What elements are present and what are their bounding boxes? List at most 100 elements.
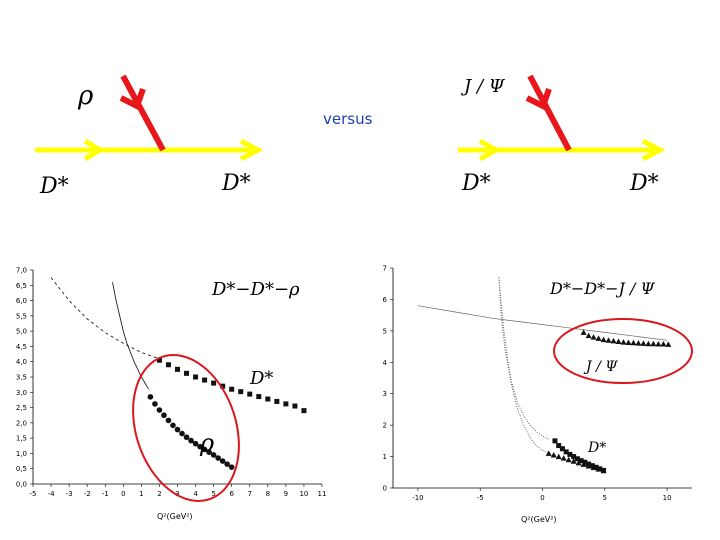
right-chart-data-point — [590, 334, 597, 340]
left-chart-y-tick-label: 5,5 — [16, 312, 27, 320]
right-chart-data-point — [585, 332, 592, 339]
left-chart-data-point — [175, 366, 180, 372]
left-chart-highlight-circle — [132, 354, 240, 502]
right-chart-annotation-dstar: D* — [587, 440, 606, 456]
right-chart-data-point — [615, 338, 622, 345]
left-chart-data-point — [210, 452, 217, 458]
left-chart-y-tick-label: 7,0 — [16, 267, 27, 275]
right-chart-data-point — [556, 443, 562, 449]
right-chart-tick-labels: -10 -5 0 5 10 0 1 2 3 4 5 6 7 — [383, 265, 672, 503]
right-chart-xlabel: Q²(GeV²) — [521, 515, 557, 524]
right-chart-data-point — [550, 452, 557, 458]
left-chart-fit-line — [112, 282, 149, 390]
right-chart-data-point — [559, 446, 565, 452]
left-chart-y-tick-label: 0,5 — [16, 465, 27, 473]
right-diagram: J / Ψ D* D* — [458, 74, 666, 196]
left-chart-x-tick-label: 3 — [175, 490, 179, 498]
left-chart-x-tick-label: -1 — [102, 490, 109, 498]
left-chart-series — [50, 277, 307, 470]
left-chart-data-point — [301, 408, 307, 414]
right-chart-y-tick-label: 2 — [383, 422, 387, 430]
right-chart-data-point — [593, 464, 599, 470]
left-chart-data-point — [152, 401, 158, 407]
left-chart-data-point — [256, 394, 262, 400]
left-chart-x-tick-label: 10 — [299, 490, 308, 498]
left-outgoing-arrowhead — [239, 138, 264, 162]
right-chart: -10 -5 0 5 10 0 1 2 3 4 5 6 7 D*−D*−J / Ψ J / Ψ D* Q… — [383, 265, 693, 524]
left-chart-x-tick-label: 4 — [193, 490, 198, 498]
left-chart-y-tick-label: 3,5 — [16, 374, 27, 382]
left-chart-data-point — [161, 412, 167, 419]
right-chart-data-point — [605, 337, 612, 343]
right-chart-data-point — [567, 451, 573, 457]
left-chart-y-tick-label: 1,5 — [16, 435, 27, 443]
left-in-label: D* — [39, 174, 69, 199]
right-exchange-line — [527, 74, 572, 152]
left-chart-data-point — [201, 446, 208, 453]
right-chart-data-point — [580, 329, 587, 335]
left-chart-data-point — [183, 434, 190, 441]
right-chart-y-tick-label: 7 — [383, 265, 387, 273]
left-chart-data-point — [184, 370, 190, 376]
right-chart-data-point — [665, 341, 672, 347]
left-chart-data-point — [147, 394, 154, 400]
right-chart-x-tick-label: 0 — [540, 494, 544, 502]
left-chart-data-point — [202, 377, 208, 383]
left-chart-annotation-dstar: D* — [249, 368, 273, 389]
left-chart-xlabel: Q²(GeV²) — [157, 512, 193, 521]
left-exchange-label: ρ — [77, 81, 94, 111]
left-chart-fit-line — [50, 277, 160, 360]
right-chart-data-point — [585, 463, 592, 469]
left-chart-y-tick-label: 2,5 — [16, 404, 27, 412]
left-chart-y-tick-label: 4,5 — [16, 343, 27, 351]
left-chart-data-point — [211, 380, 217, 386]
right-chart-data-point — [625, 339, 632, 345]
left-chart-x-tick-label: 7 — [248, 490, 252, 498]
left-chart-data-point — [215, 455, 221, 461]
left-chart-data-point — [292, 403, 298, 409]
right-chart-data-point — [589, 463, 595, 469]
left-chart-data-point — [188, 437, 194, 444]
left-chart-y-tick-label: 3,0 — [16, 389, 27, 397]
right-chart-fit-line — [417, 305, 668, 341]
right-chart-data-point — [655, 341, 662, 347]
right-chart-fit-line — [498, 277, 549, 440]
left-chart-annotation-rho: ρ — [199, 429, 214, 457]
right-chart-data-point — [600, 336, 607, 343]
right-chart-data-point — [574, 456, 580, 462]
right-chart-x-tick-label: -10 — [412, 494, 423, 502]
right-chart-x-tick-label: 5 — [603, 494, 607, 502]
right-chart-data-point — [575, 459, 582, 466]
right-chart-title: D*−D*−J / Ψ — [549, 279, 655, 298]
left-chart-y-tick-label: 6,0 — [16, 297, 27, 305]
left-chart: -5 -4 -3 -2 -1 0 1 2 3 4 5 6 7 8 9 10 11 0,0 0,5 1,0 1,5 2,0 2… — [16, 267, 327, 522]
right-chart-data-point — [552, 438, 558, 444]
right-chart-data-point — [590, 464, 597, 471]
left-chart-data-point — [174, 426, 181, 433]
right-exchange-arrowhead — [525, 88, 552, 111]
left-chart-y-tick-label: 1,0 — [16, 450, 27, 458]
left-chart-y-tick-label: 5,0 — [16, 328, 27, 336]
right-chart-data-point — [595, 466, 602, 472]
left-exchange-arrowhead — [119, 88, 146, 111]
left-chart-data-point — [192, 440, 199, 447]
right-chart-x-tick-label: 10 — [663, 494, 672, 502]
right-chart-series — [417, 277, 672, 474]
left-chart-data-point — [206, 449, 212, 456]
right-chart-data-point — [610, 337, 617, 344]
right-chart-data-point — [640, 340, 647, 346]
right-chart-data-point — [570, 458, 577, 464]
left-chart-data-point — [265, 396, 271, 402]
right-chart-y-tick-label: 4 — [383, 359, 388, 367]
left-chart-data-point — [228, 464, 235, 470]
left-chart-data-point — [193, 374, 199, 380]
right-chart-data-point — [571, 454, 577, 460]
left-chart-data-point — [219, 458, 226, 464]
left-chart-data-point — [165, 417, 172, 424]
left-chart-data-point — [179, 430, 185, 437]
left-chart-data-point — [156, 357, 162, 363]
right-chart-data-point — [563, 449, 569, 455]
left-chart-y-tick-label: 6,5 — [16, 282, 27, 290]
right-chart-data-point — [660, 341, 667, 347]
right-in-label: D* — [461, 171, 491, 196]
